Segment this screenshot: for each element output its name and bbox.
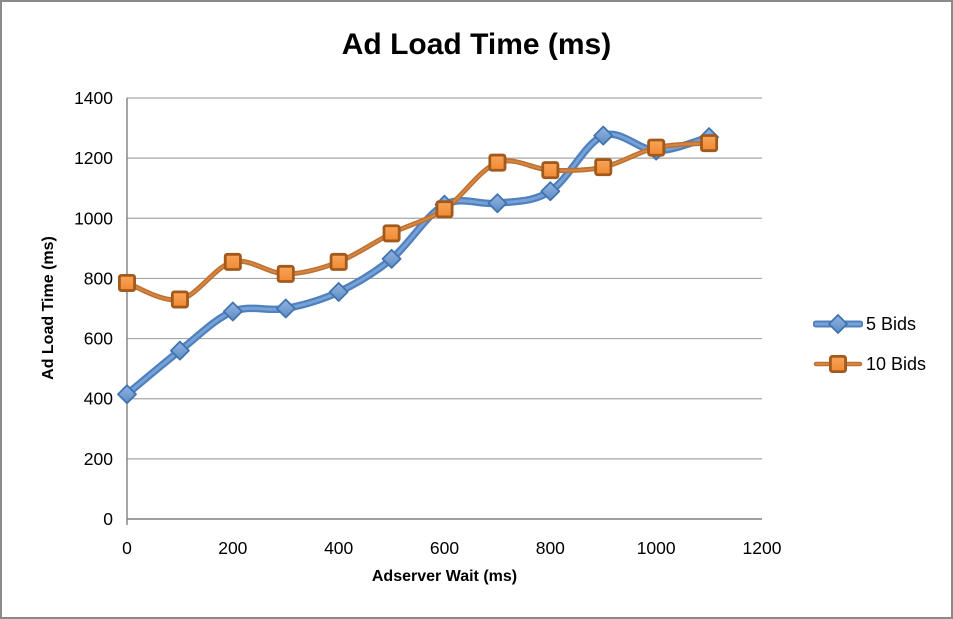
data-point-marker bbox=[276, 264, 295, 283]
data-point-marker bbox=[487, 193, 508, 214]
x-tick-label: 600 bbox=[430, 538, 459, 558]
data-point-marker bbox=[117, 384, 137, 405]
legend-item-5-bids: 5 Bids bbox=[813, 312, 926, 336]
data-point-marker bbox=[118, 273, 137, 292]
series-line-highlight bbox=[125, 132, 711, 396]
x-tick-label: 200 bbox=[218, 538, 247, 558]
data-point-marker bbox=[329, 252, 348, 271]
legend: 5 Bids 10 Bids bbox=[813, 312, 926, 376]
y-tick-label: 1000 bbox=[74, 208, 113, 228]
series-line bbox=[123, 130, 713, 398]
data-point-marker bbox=[593, 125, 614, 146]
legend-item-10-bids: 10 Bids bbox=[813, 352, 926, 376]
data-point-marker bbox=[540, 181, 561, 202]
data-point-marker bbox=[170, 290, 189, 309]
data-point-marker bbox=[488, 153, 507, 172]
data-point-marker bbox=[647, 138, 666, 157]
x-axis-title: Adserver Wait (ms) bbox=[371, 568, 518, 585]
x-tick-label: 400 bbox=[324, 538, 353, 558]
x-tick-label: 1200 bbox=[743, 538, 782, 558]
five-bids-series-icon bbox=[813, 314, 863, 334]
data-point-marker bbox=[541, 161, 560, 180]
series-10-bids bbox=[118, 134, 719, 309]
y-tick-label: 1400 bbox=[74, 88, 113, 108]
series-5-bids bbox=[117, 125, 719, 405]
legend-label: 10 Bids bbox=[866, 354, 927, 374]
data-point-marker bbox=[223, 252, 242, 271]
data-point-marker bbox=[700, 134, 719, 153]
y-tick-label: 400 bbox=[84, 389, 113, 409]
x-tick-label: 0 bbox=[122, 538, 132, 558]
x-tick-label: 1000 bbox=[637, 538, 676, 558]
data-point-marker bbox=[381, 248, 402, 269]
data-point-marker bbox=[435, 200, 454, 219]
y-tick-label: 0 bbox=[103, 509, 113, 529]
data-point-marker bbox=[828, 314, 848, 334]
data-point-marker bbox=[170, 340, 190, 361]
data-point-marker bbox=[828, 355, 847, 373]
data-point-marker bbox=[328, 282, 349, 302]
ten-bids-series-icon bbox=[813, 355, 863, 373]
y-tick-label: 200 bbox=[84, 449, 113, 469]
y-tick-label: 800 bbox=[84, 268, 113, 288]
x-tick-label: 800 bbox=[536, 538, 565, 558]
data-point-marker bbox=[222, 301, 243, 322]
legend-label: 5 Bids bbox=[866, 314, 917, 334]
data-point-marker bbox=[594, 158, 613, 177]
y-tick-label: 1200 bbox=[74, 148, 113, 168]
data-point-marker bbox=[382, 224, 401, 243]
chart-title: Ad Load Time (ms) bbox=[341, 28, 612, 61]
y-tick-label: 600 bbox=[84, 329, 113, 349]
data-point-marker bbox=[275, 298, 296, 319]
